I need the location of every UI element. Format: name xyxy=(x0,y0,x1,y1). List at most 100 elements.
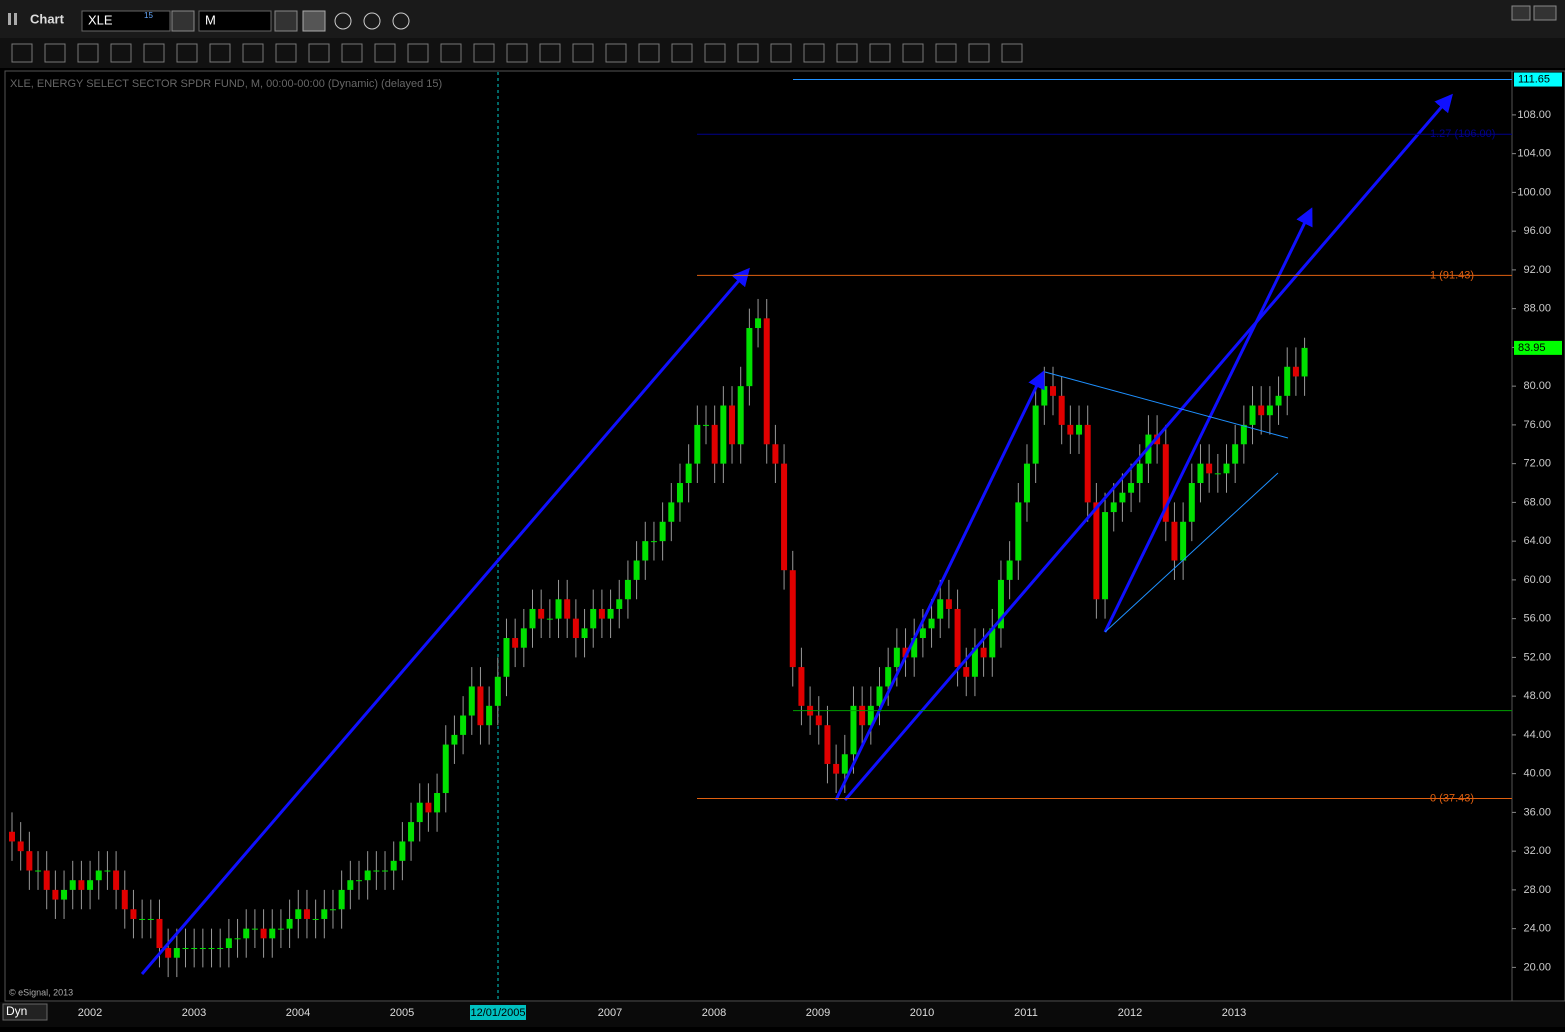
tool-button[interactable] xyxy=(737,43,759,63)
mode-button[interactable] xyxy=(2,1003,48,1021)
window-title: Chart xyxy=(30,11,65,26)
tool-button[interactable] xyxy=(968,43,990,63)
tool-button[interactable] xyxy=(11,43,33,63)
candle-body xyxy=(95,870,102,881)
candle-body xyxy=(789,570,796,668)
tool-button[interactable] xyxy=(374,43,396,63)
tool-button[interactable] xyxy=(110,43,132,63)
y-tick-label: 20.00 xyxy=(1523,961,1551,973)
clock-button[interactable] xyxy=(274,10,298,32)
candle-body xyxy=(763,318,770,445)
tool-button[interactable] xyxy=(605,43,627,63)
trend-line xyxy=(1104,472,1279,633)
candle-body xyxy=(165,948,172,958)
x-tick-label: 2009 xyxy=(806,1007,830,1019)
candle-body xyxy=(1102,512,1109,600)
tool-button[interactable] xyxy=(275,43,297,63)
tool-button[interactable] xyxy=(176,43,198,63)
candle-body xyxy=(859,705,866,726)
candle-body xyxy=(1076,424,1083,435)
candle-body xyxy=(1266,405,1273,416)
tool-button[interactable] xyxy=(704,43,726,63)
tool-button[interactable] xyxy=(902,43,924,63)
candle-body xyxy=(486,705,493,726)
tool-button[interactable] xyxy=(44,43,66,63)
close-button[interactable] xyxy=(1533,5,1557,21)
candle-body xyxy=(1093,502,1100,600)
candle-body xyxy=(113,870,120,890)
x-tick-label: 2007 xyxy=(598,1007,622,1019)
y-tick-label: 76.00 xyxy=(1523,419,1551,431)
candle-body xyxy=(520,628,527,648)
candle-body xyxy=(442,744,449,794)
alert-button[interactable] xyxy=(392,12,410,30)
chart-icon xyxy=(8,13,11,25)
candle-body xyxy=(876,686,883,706)
candle-body xyxy=(390,860,397,871)
tool-button[interactable] xyxy=(407,43,429,63)
tool-button[interactable] xyxy=(836,43,858,63)
draw-button[interactable] xyxy=(302,10,326,32)
candle-body xyxy=(581,628,588,639)
credit: © eSignal, 2013 xyxy=(9,987,73,997)
interval-box[interactable] xyxy=(198,10,272,32)
candle-body xyxy=(598,608,605,619)
candle-body xyxy=(616,599,623,609)
candle-body xyxy=(269,928,276,939)
tool-button[interactable] xyxy=(638,43,660,63)
candle-body xyxy=(1128,483,1135,493)
tool-button[interactable] xyxy=(242,43,264,63)
candle-body xyxy=(1232,444,1239,464)
symbol-box[interactable] xyxy=(81,10,171,32)
y-tick-label: 68.00 xyxy=(1523,496,1551,508)
y-tick-label: 24.00 xyxy=(1523,923,1551,935)
tool-button[interactable] xyxy=(803,43,825,63)
x-tick-label: 2005 xyxy=(390,1007,414,1019)
x-tick-label: 2004 xyxy=(286,1007,310,1019)
tool-button[interactable] xyxy=(539,43,561,63)
candle-body xyxy=(815,715,822,726)
candle-body xyxy=(937,599,944,619)
candle-body xyxy=(911,638,918,658)
candle-body xyxy=(694,424,701,464)
tool-button[interactable] xyxy=(143,43,165,63)
tool-button[interactable] xyxy=(440,43,462,63)
candle-body xyxy=(1197,463,1204,484)
refresh-button[interactable] xyxy=(334,12,352,30)
candle-body xyxy=(607,608,614,619)
candle-body xyxy=(963,667,970,677)
candle-body xyxy=(494,676,501,706)
tool-button[interactable] xyxy=(506,43,528,63)
tool-button[interactable] xyxy=(473,43,495,63)
y-tick-label: 104.00 xyxy=(1517,148,1551,160)
candle-body xyxy=(676,483,683,503)
tool-button[interactable] xyxy=(935,43,957,63)
candle-body xyxy=(624,579,631,600)
candle-body xyxy=(460,715,467,735)
play-button[interactable] xyxy=(363,12,381,30)
tool-button[interactable] xyxy=(341,43,363,63)
tool-button[interactable] xyxy=(572,43,594,63)
x-tick-label: 2002 xyxy=(78,1007,102,1019)
tool-button[interactable] xyxy=(209,43,231,63)
y-tick-label: 80.00 xyxy=(1523,380,1551,392)
candle-body xyxy=(997,579,1004,629)
y-tick-label: 44.00 xyxy=(1523,729,1551,741)
y-tick-label: 88.00 xyxy=(1523,303,1551,315)
chart-icon xyxy=(14,13,17,25)
candle-body xyxy=(824,725,831,764)
candle-body xyxy=(382,870,389,872)
y-tick-label: 60.00 xyxy=(1523,574,1551,586)
candle-body xyxy=(312,918,319,920)
restore-button[interactable] xyxy=(1511,5,1531,21)
tool-button[interactable] xyxy=(1001,43,1023,63)
candle-body xyxy=(451,734,458,745)
tool-button[interactable] xyxy=(308,43,330,63)
tool-button[interactable] xyxy=(671,43,693,63)
tool-button[interactable] xyxy=(77,43,99,63)
candle-body xyxy=(1275,395,1282,406)
settings-button[interactable] xyxy=(171,10,195,32)
y-tick-label: 36.00 xyxy=(1523,806,1551,818)
tool-button[interactable] xyxy=(869,43,891,63)
tool-button[interactable] xyxy=(770,43,792,63)
